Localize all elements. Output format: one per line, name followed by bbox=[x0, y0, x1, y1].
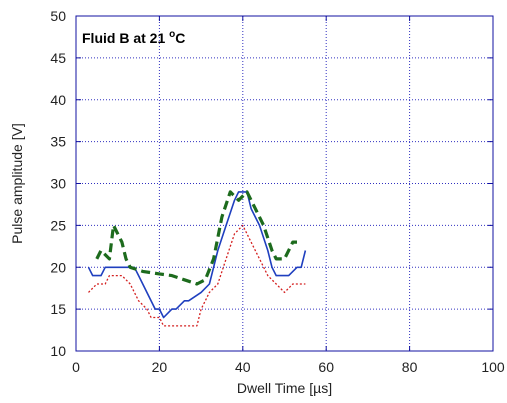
axis-ticks: 0 20 40 60 80 100 10 15 20 25 30 35 40 45 50 bbox=[50, 8, 504, 375]
x-tick-label: 100 bbox=[481, 359, 505, 375]
series-line-2 bbox=[88, 224, 306, 327]
y-tick-label: 15 bbox=[50, 301, 66, 317]
y-tick-label: 35 bbox=[50, 134, 66, 150]
annotation-suffix: C bbox=[175, 30, 185, 46]
y-tick-label: 45 bbox=[50, 50, 66, 66]
x-tick-label: 40 bbox=[235, 359, 251, 375]
series-line-3 bbox=[95, 190, 297, 286]
chart-annotation: Fluid B at 21 oC bbox=[82, 29, 185, 46]
y-tick-label: 25 bbox=[50, 217, 66, 233]
data-series bbox=[87, 190, 307, 327]
y-tick-label: 10 bbox=[50, 343, 66, 359]
series-line-1 bbox=[87, 191, 307, 319]
x-axis-label: Dwell Time [µs] bbox=[237, 380, 332, 396]
annotation-superscript: o bbox=[169, 29, 175, 40]
annotation-text: Fluid B at 21 bbox=[82, 30, 169, 46]
y-tick-label: 30 bbox=[50, 176, 66, 192]
y-tick-label: 40 bbox=[50, 92, 66, 108]
y-axis-label: Pulse amplitude [V] bbox=[9, 123, 25, 244]
y-tick-label: 50 bbox=[50, 8, 66, 24]
y-tick-label: 20 bbox=[50, 259, 66, 275]
x-tick-label: 20 bbox=[152, 359, 168, 375]
grid-lines bbox=[76, 16, 493, 351]
x-tick-label: 80 bbox=[402, 359, 418, 375]
x-tick-label: 60 bbox=[318, 359, 334, 375]
x-tick-label: 0 bbox=[72, 359, 80, 375]
